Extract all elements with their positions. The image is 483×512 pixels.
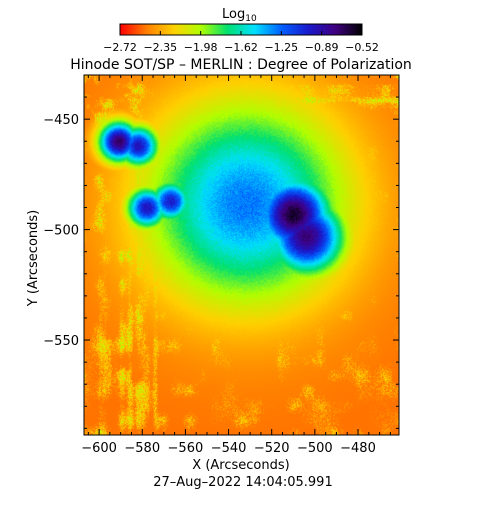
y-tick-label: −500 — [43, 224, 79, 239]
y-axis-label: Y (Arcseconds) — [26, 210, 41, 307]
plot-area: −600 −580 −560 −540 −520 −500 −480 −550 −500 −45… — [43, 74, 400, 456]
colorbar-tick-label: −1.98 — [184, 41, 218, 54]
y-tick-label: −550 — [43, 334, 79, 349]
chart-title: Hinode SOT/SP – MERLIN : Degree of Polar… — [70, 57, 412, 73]
y-tick-label: −450 — [43, 113, 79, 128]
plot-frame — [83, 74, 400, 436]
colorbar: Log10 −2.72 −2.35 −1.98 −1.62 −1.25 −0.89 −0.5… — [103, 7, 379, 54]
heatmap-image — [84, 75, 399, 435]
colorbar-tick-label: −0.89 — [305, 41, 339, 54]
x-tick-label: −560 — [168, 441, 204, 456]
colorbar-label: Log10 — [222, 7, 257, 24]
colorbar-tick-label: −2.72 — [103, 41, 137, 54]
x-tick-label: −520 — [254, 441, 290, 456]
x-tick-label: −480 — [340, 441, 376, 456]
colorbar-ticks: −2.72 −2.35 −1.98 −1.62 −1.25 −0.89 −0.52 — [103, 31, 379, 54]
timestamp: 27–Aug–2022 14:04:05.991 — [153, 475, 332, 490]
x-tick-label: −600 — [81, 441, 117, 456]
colorbar-tick-label: −0.52 — [345, 41, 379, 54]
x-tick-label: −500 — [297, 441, 333, 456]
x-tick-label: −540 — [211, 441, 247, 456]
y-axis: −550 −500 −450 — [43, 74, 399, 429]
colorbar-tick-label: −1.25 — [264, 41, 298, 54]
x-axis-label: X (Arcseconds) — [192, 458, 289, 473]
x-tick-label: −580 — [124, 441, 160, 456]
colorbar-tick-label: −2.35 — [143, 41, 177, 54]
x-axis: −600 −580 −560 −540 −520 −500 −480 — [81, 75, 391, 456]
colorbar-tick-label: −1.62 — [224, 41, 258, 54]
